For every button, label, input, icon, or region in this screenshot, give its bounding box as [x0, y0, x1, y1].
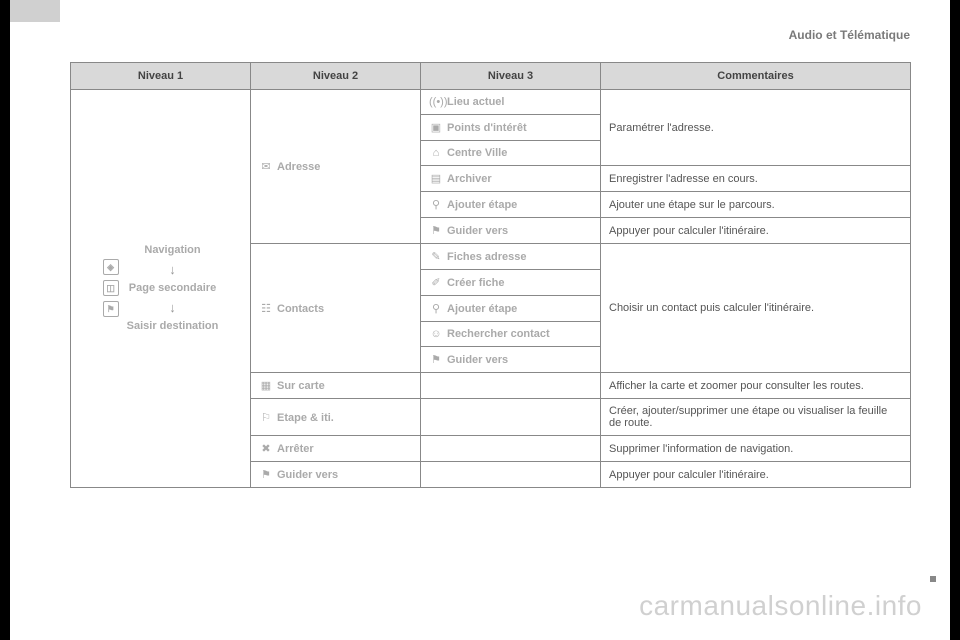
header-niveau3: Niveau 3 [421, 63, 601, 90]
n3-icon: ▤ [429, 172, 443, 185]
niveau2-cell: ▦ Sur carte [251, 373, 421, 399]
nav-icon: ◈ [103, 259, 119, 275]
niveau3-cell [421, 373, 601, 399]
niveau1-cell: ◈ ◫ ⚑ Navigation ↓ Page secondaire ↓ Saisir des… [71, 90, 251, 488]
nav-icon: ⚑ [103, 301, 119, 317]
n2-label: Adresse [277, 161, 320, 173]
n3-label: Guider vers [447, 354, 508, 366]
n3-icon: ⚑ [429, 224, 443, 237]
niveau3-cell: ✐ Créer fiche [421, 270, 601, 296]
n3-label: Ajouter étape [447, 303, 517, 315]
niveau3-cell: ⚑ Guider vers [421, 218, 601, 244]
n3-icon: ⚲ [429, 198, 443, 211]
niveau3-cell [421, 462, 601, 488]
comment-cell: Créer, ajouter/supprimer une étape ou vi… [601, 399, 911, 436]
niveau3-cell: ⚲ Ajouter étape [421, 296, 601, 322]
niveau3-cell: ⚑ Guider vers [421, 347, 601, 373]
comment-cell: Ajouter une étape sur le parcours. [601, 192, 911, 218]
comment-cell: Choisir un contact puis calculer l'itiné… [601, 244, 911, 373]
nav-line: Page secondaire [129, 282, 216, 294]
arrow-down-icon: ↓ [127, 263, 219, 276]
n3-label: Points d'intérêt [447, 122, 527, 134]
n3-icon: ✎ [429, 250, 443, 263]
comment-cell: Afficher la carte et zoomer pour consult… [601, 373, 911, 399]
section-title: Audio et Télématique [789, 28, 910, 42]
nav-icon: ◫ [103, 280, 119, 296]
niveau3-cell: ((•)) Lieu actuel [421, 90, 601, 115]
n3-label: Créer fiche [447, 277, 504, 289]
n3-label: Rechercher contact [447, 328, 550, 340]
n2-icon: ▦ [259, 379, 273, 392]
left-margin-block [10, 0, 60, 22]
n2-label: Guider vers [277, 469, 338, 481]
header-commentaires: Commentaires [601, 63, 911, 90]
n3-icon: ⌂ [429, 147, 443, 159]
n3-label: Centre Ville [447, 147, 507, 159]
niveau3-cell [421, 399, 601, 436]
table-row: ◈◫⚑Navigation↓Page secondaire↓Saisir des… [71, 90, 911, 115]
n2-icon: ✖ [259, 442, 273, 455]
watermark: carmanualsonline.info [639, 590, 922, 622]
n2-icon: ⚑ [259, 468, 273, 481]
niveau3-cell: ⚲ Ajouter étape [421, 192, 601, 218]
n2-label: Contacts [277, 303, 324, 315]
niveau2-cell: ✖ Arrêter [251, 436, 421, 462]
n2-label: Etape & iti. [277, 412, 334, 424]
table-header-row: Niveau 1 Niveau 2 Niveau 3 Commentaires [71, 63, 911, 90]
comment-cell: Enregistrer l'adresse en cours. [601, 166, 911, 192]
n2-label: Arrêter [277, 443, 314, 455]
niveau3-cell: ☺ Rechercher contact [421, 322, 601, 347]
n3-icon: ⚑ [429, 353, 443, 366]
niveau3-cell: ▤ Archiver [421, 166, 601, 192]
n3-label: Ajouter étape [447, 199, 517, 211]
page: Audio et Télématique Niveau 1 Niveau 2 N… [10, 0, 950, 640]
niveau3-cell: ✎ Fiches adresse [421, 244, 601, 270]
niveau3-cell: ⌂ Centre Ville [421, 141, 601, 166]
niveau2-cell: ⚑ Guider vers [251, 462, 421, 488]
side-marker [930, 576, 936, 582]
n3-label: Fiches adresse [447, 251, 527, 263]
nav-line: Saisir destination [127, 320, 219, 332]
comment-cell: Paramétrer l'adresse. [601, 90, 911, 166]
menu-table: Niveau 1 Niveau 2 Niveau 3 Commentaires … [70, 62, 910, 488]
niveau2-cell: ⚐ Etape & iti. [251, 399, 421, 436]
comment-cell: Appuyer pour calculer l'itinéraire. [601, 462, 911, 488]
header-niveau2: Niveau 2 [251, 63, 421, 90]
n3-label: Guider vers [447, 225, 508, 237]
niveau3-cell [421, 436, 601, 462]
n3-icon: ⚲ [429, 302, 443, 315]
comment-cell: Supprimer l'information de navigation. [601, 436, 911, 462]
n3-icon: ☺ [429, 328, 443, 340]
n2-icon: ✉ [259, 160, 273, 173]
n3-icon: ((•)) [429, 96, 443, 108]
n3-label: Lieu actuel [447, 96, 504, 108]
n2-icon: ☷ [259, 302, 273, 315]
niveau2-cell: ✉ Adresse [251, 90, 421, 244]
n3-icon: ✐ [429, 276, 443, 289]
niveau3-cell: ▣ Points d'intérêt [421, 115, 601, 141]
header-niveau1: Niveau 1 [71, 63, 251, 90]
niveau2-cell: ☷ Contacts [251, 244, 421, 373]
n2-label: Sur carte [277, 380, 325, 392]
n2-icon: ⚐ [259, 411, 273, 424]
n3-icon: ▣ [429, 121, 443, 134]
comment-cell: Appuyer pour calculer l'itinéraire. [601, 218, 911, 244]
nav-line: Navigation [144, 244, 200, 256]
n3-label: Archiver [447, 173, 492, 185]
arrow-down-icon: ↓ [127, 301, 219, 314]
